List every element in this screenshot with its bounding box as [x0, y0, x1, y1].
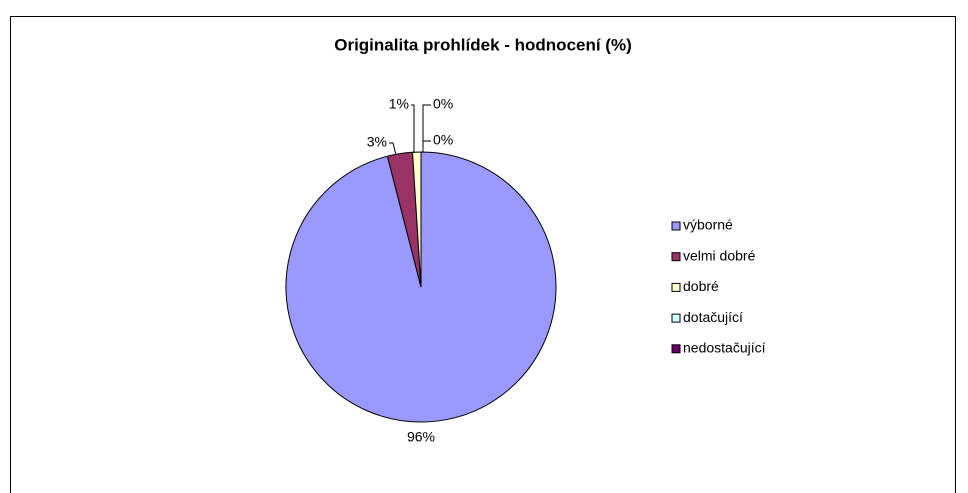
- legend-swatch: [671, 313, 681, 323]
- data-label: 96%: [407, 429, 435, 445]
- leader-line: [422, 104, 431, 152]
- legend-swatch: [671, 282, 681, 292]
- legend-label: velmi dobré: [683, 247, 756, 263]
- chart-title: Originalita prohlídek - hodnocení (%): [334, 35, 632, 54]
- legend-label: výborné: [683, 217, 733, 233]
- legend-swatch: [671, 344, 681, 354]
- legend-swatch: [671, 221, 681, 231]
- data-label: 3%: [367, 134, 387, 150]
- leader-line: [411, 104, 415, 153]
- legend-label: nedostačující: [683, 340, 766, 356]
- legend-label: dotačující: [683, 309, 743, 325]
- leader-line: [389, 142, 397, 156]
- data-label: 0%: [433, 96, 453, 112]
- legend-label: dobré: [683, 278, 719, 294]
- data-label: 0%: [433, 132, 453, 148]
- legend-swatch: [671, 252, 681, 262]
- leader-line: [422, 140, 431, 152]
- data-label: 1%: [389, 96, 409, 112]
